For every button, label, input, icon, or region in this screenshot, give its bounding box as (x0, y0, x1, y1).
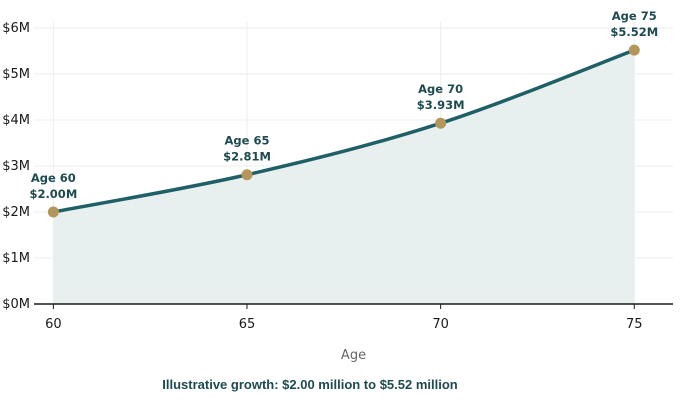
y-tick-label: $2M (2, 205, 30, 220)
y-tick-label: $6M (2, 21, 30, 36)
annotation-value: $2.81M (223, 150, 271, 164)
chart-caption: Illustrative growth: $2.00 million to $5… (162, 377, 458, 392)
data-point (628, 44, 640, 56)
data-point (241, 169, 253, 181)
annotation-value: $2.00M (29, 187, 77, 201)
annotation-age: Age 60 (31, 171, 76, 185)
annotation-age: Age 75 (612, 9, 657, 23)
tick-labels: $0M $1M $2M $3M $4M $5M $6M 60 65 70 75 (2, 21, 642, 332)
annotation-age: Age 65 (225, 134, 270, 148)
x-tick-label: 60 (45, 317, 62, 332)
x-axis-label: Age (341, 348, 366, 363)
annotation-age: Age 70 (418, 82, 463, 96)
data-point (47, 206, 59, 218)
axes (34, 303, 673, 309)
y-tick-label: $4M (2, 113, 30, 128)
data-point (435, 117, 447, 129)
x-tick-label: 75 (626, 317, 643, 332)
data-points (47, 44, 640, 218)
y-tick-label: $0M (2, 297, 30, 312)
x-tick-label: 70 (432, 317, 449, 332)
data-annotations: Age 60 $2.00M Age 65 $2.81M Age 70 $3.93M Age … (29, 9, 658, 201)
y-tick-label: $1M (2, 251, 30, 266)
series-line (51, 48, 637, 214)
x-tick-label: 65 (239, 317, 256, 332)
y-tick-label: $5M (2, 67, 30, 82)
y-tick-label: $3M (2, 159, 30, 174)
area-fill (53, 50, 635, 304)
annotation-value: $3.93M (417, 98, 465, 112)
annotation-value: $5.52M (610, 25, 658, 39)
